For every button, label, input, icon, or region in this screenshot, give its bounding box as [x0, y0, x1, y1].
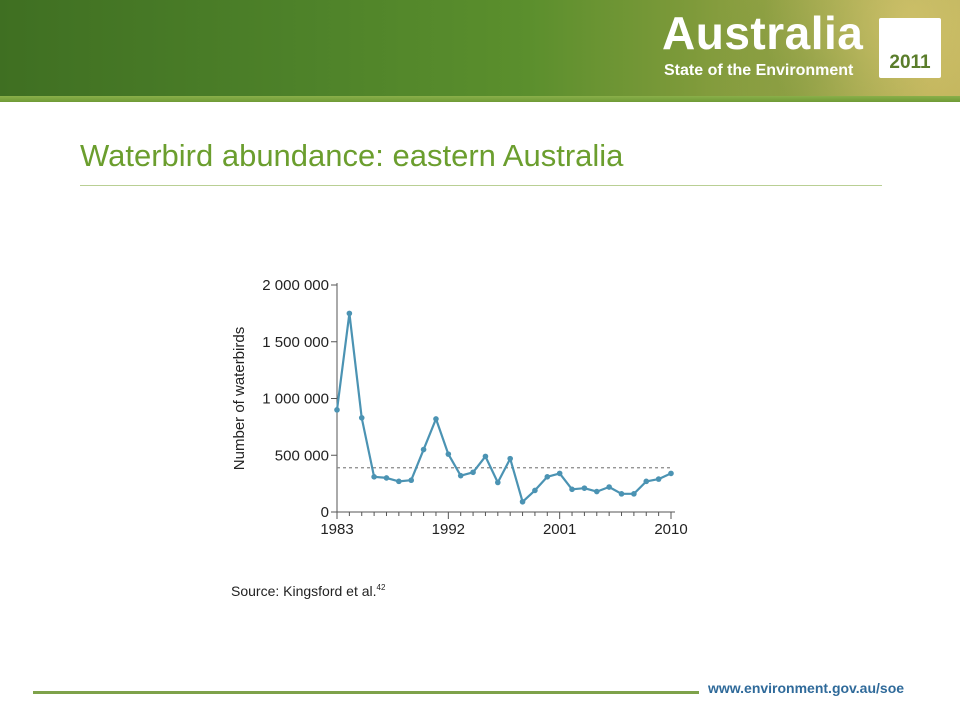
y-tick-label: 1 500 000 [262, 334, 329, 351]
data-point [433, 416, 439, 422]
data-point [643, 478, 650, 485]
x-tick-label: 2001 [543, 521, 576, 538]
data-point [631, 491, 637, 497]
data-point [358, 414, 365, 421]
data-point [408, 477, 415, 484]
brand-subtitle: State of the Environment [664, 62, 854, 79]
banner-stripe [0, 96, 960, 102]
data-point [618, 491, 625, 497]
data-point [569, 486, 575, 493]
data-point [495, 479, 501, 486]
x-tick-label: 1992 [432, 521, 465, 538]
data-point [593, 488, 600, 495]
data-point [668, 470, 674, 477]
x-tick-label: 2010 [654, 521, 687, 538]
source-note: Source: Kingsford et al.42 [231, 583, 385, 599]
data-point [532, 487, 538, 494]
data-point [371, 474, 377, 480]
data-point [457, 472, 464, 479]
y-tick-label: 2 000 000 [262, 277, 329, 294]
year-badge: 2011 [879, 18, 941, 78]
brand-title: Australia [662, 7, 864, 59]
data-point [556, 470, 563, 477]
footer-url[interactable]: www.environment.gov.au/soe [708, 680, 905, 696]
year-label: 2011 [889, 52, 931, 73]
footer-divider [33, 691, 699, 694]
source-text: Source: Kingsford et al. [231, 583, 377, 599]
data-point [655, 476, 662, 482]
data-point [334, 407, 340, 413]
y-tick-label: 500 000 [275, 447, 329, 464]
page-title: Waterbird abundance: eastern Australia [80, 138, 624, 173]
data-point [346, 310, 353, 317]
data-point [383, 475, 390, 481]
data-point [396, 478, 402, 485]
data-point [470, 469, 476, 476]
data-point [581, 485, 588, 491]
y-tick-label: 1 000 000 [262, 391, 329, 408]
title-divider [80, 185, 882, 186]
data-point [420, 446, 427, 453]
x-tick-label: 1983 [320, 521, 353, 538]
data-point [519, 498, 526, 505]
data-point [606, 484, 612, 490]
y-axis-label: Number of waterbirds [231, 327, 248, 470]
data-point [482, 453, 489, 460]
source-reference: 42 [376, 583, 386, 592]
y-tick-label: 0 [321, 504, 329, 521]
series-line [335, 312, 672, 503]
header-banner: Australia State of the Environment 2011 [0, 0, 960, 102]
data-point [507, 455, 513, 462]
data-point [445, 451, 452, 457]
data-point [544, 474, 551, 480]
